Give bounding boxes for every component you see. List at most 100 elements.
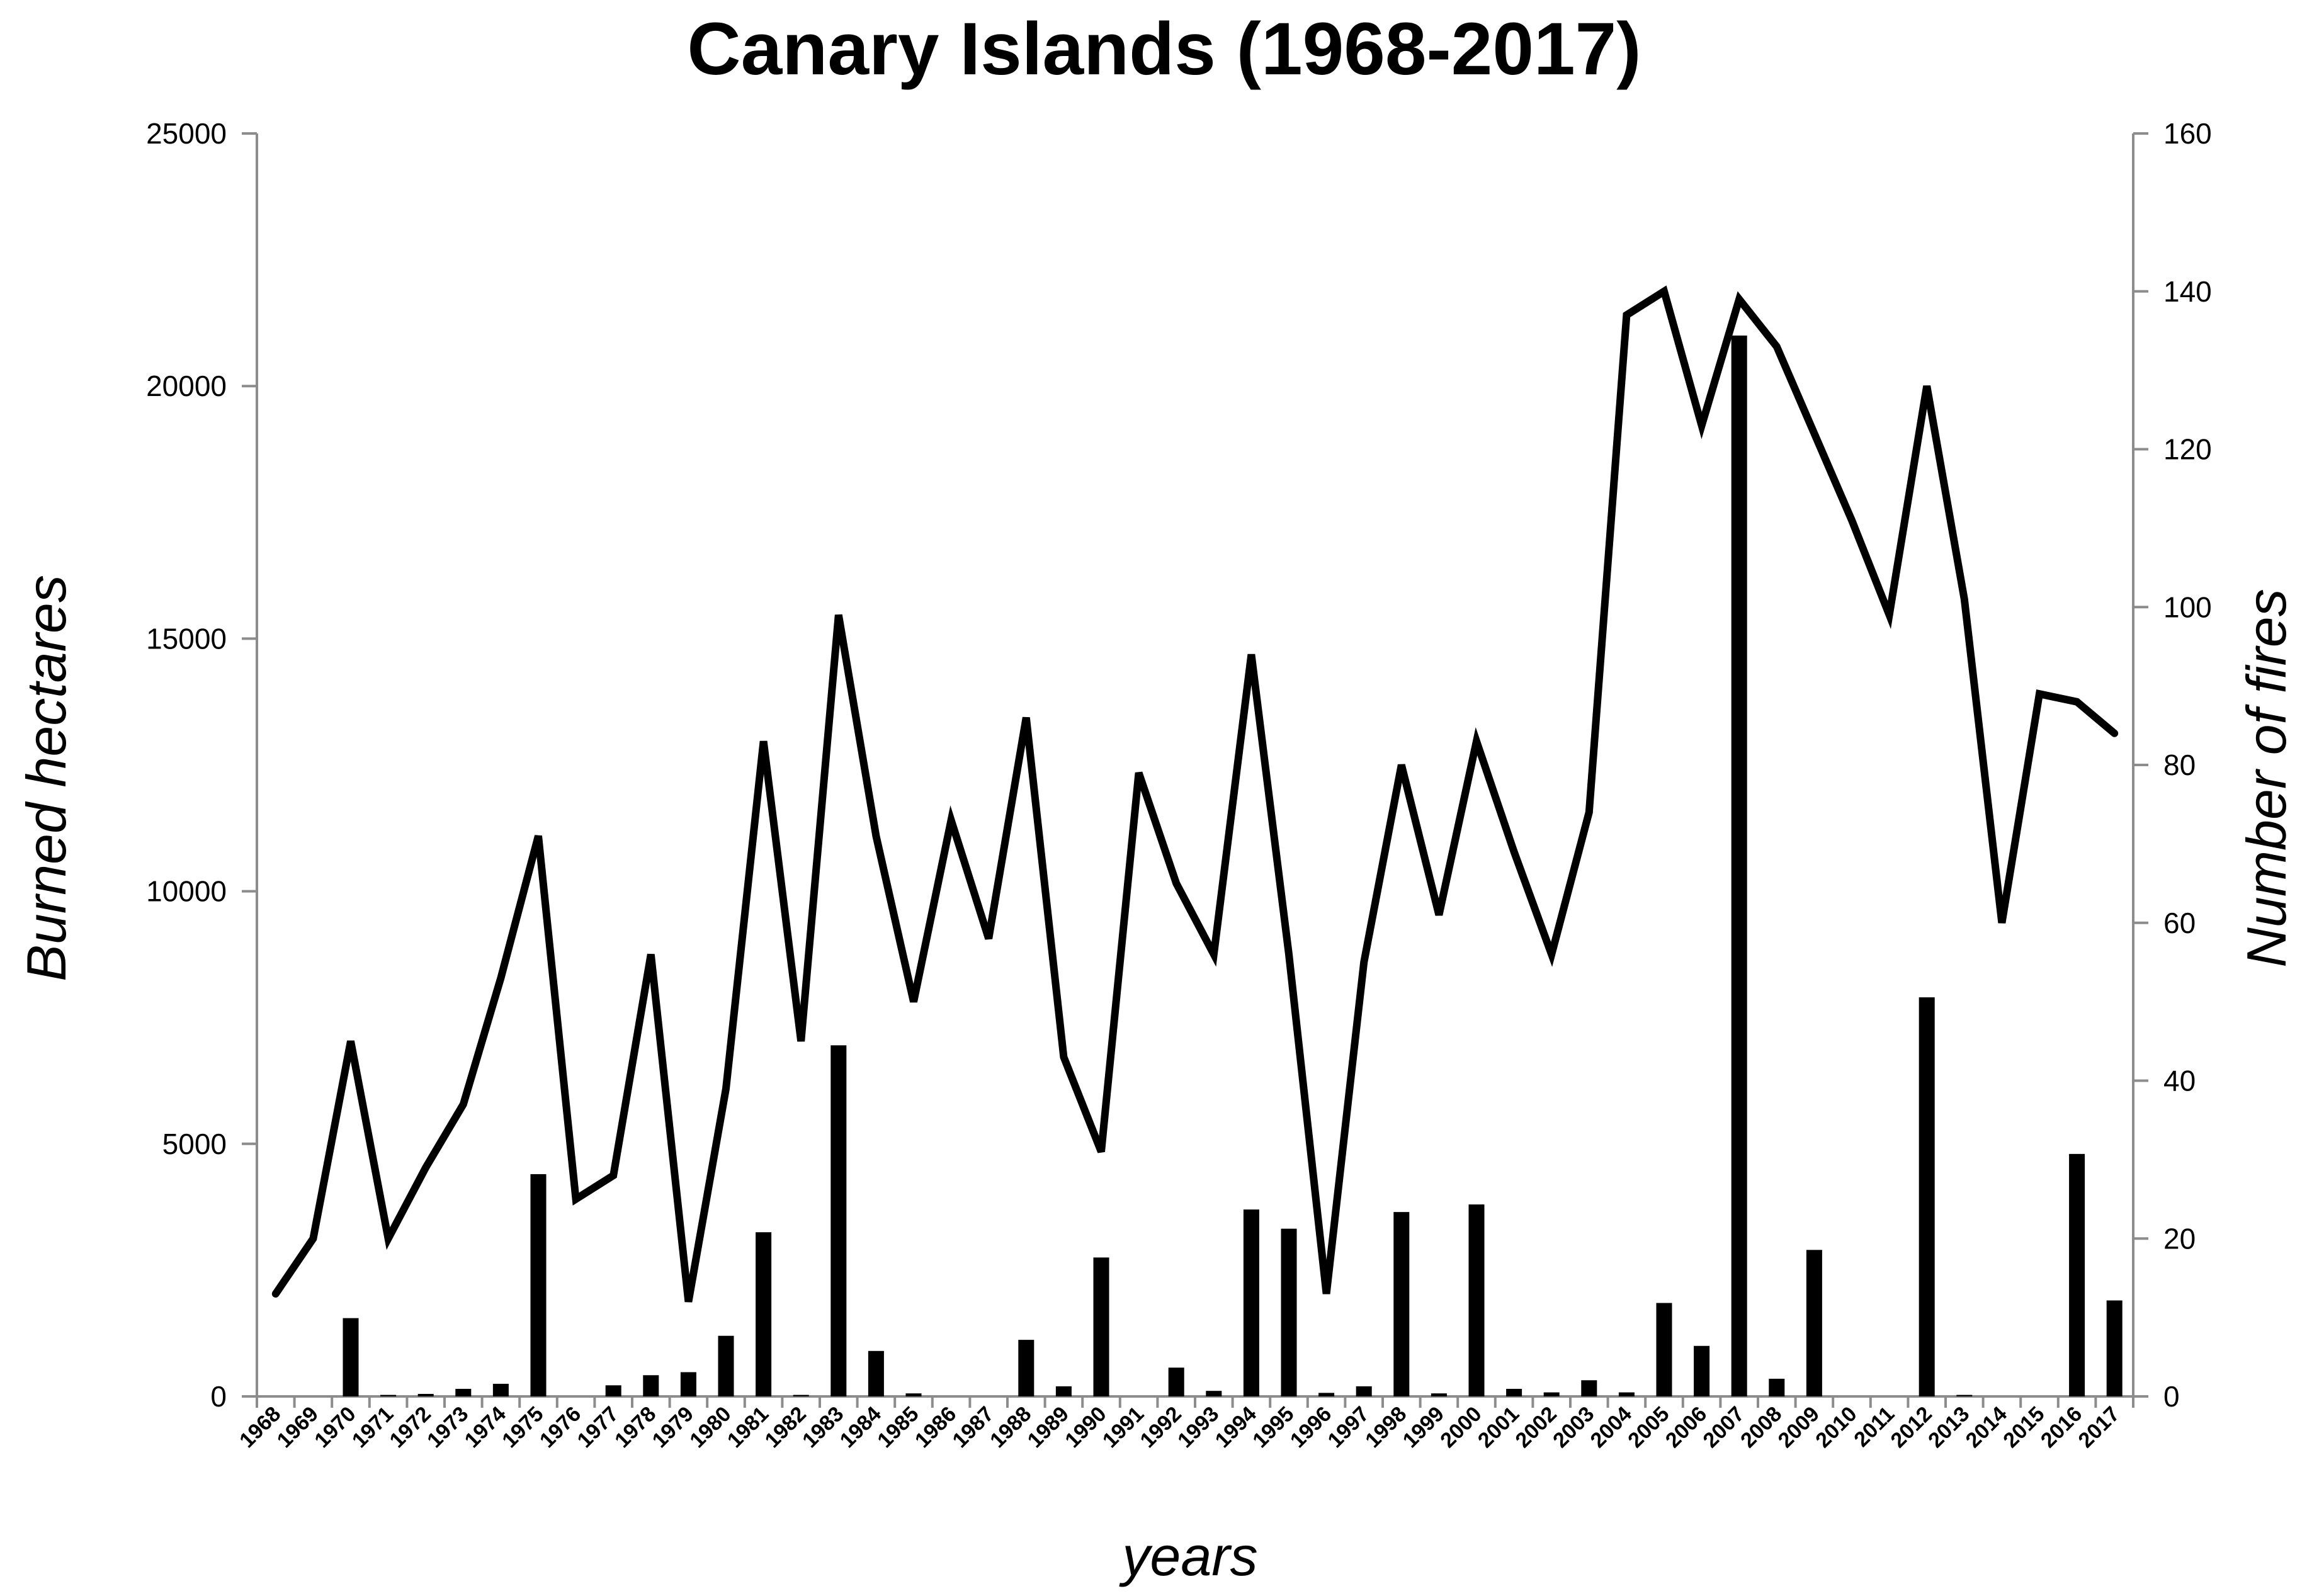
left-axis-title: Burned hectares [15, 575, 77, 982]
x-tick-label: 1971 [348, 1402, 398, 1452]
bar-1983 [830, 1045, 847, 1396]
x-tick-label: 2005 [1623, 1402, 1674, 1452]
number-of-fires-line-group [271, 285, 2119, 1303]
bar-2006 [1694, 1345, 1710, 1396]
right-tick-label: 40 [2163, 1065, 2196, 1097]
x-tick-label: 1968 [235, 1402, 285, 1452]
right-tick-label: 80 [2163, 749, 2196, 781]
bar-2002 [1543, 1392, 1560, 1396]
bar-1998 [1393, 1212, 1410, 1396]
bar-1999 [1431, 1393, 1447, 1396]
bar-2008 [1769, 1378, 1785, 1396]
bar-1975 [530, 1174, 547, 1396]
bar-2001 [1506, 1388, 1522, 1396]
left-tick-label: 0 [210, 1380, 227, 1413]
x-tick-label: 1984 [836, 1402, 886, 1452]
x-tick-label: 1998 [1361, 1402, 1411, 1452]
x-tick-label: 1986 [910, 1402, 961, 1452]
x-tick-label: 1985 [873, 1402, 923, 1452]
right-tick-label: 20 [2163, 1222, 2196, 1255]
left-axis-ticks: 0 5000 10000 15000 20000 25000 [146, 117, 257, 1413]
x-tick-label: 1987 [948, 1402, 999, 1452]
x-tick-label: 2007 [1699, 1402, 1749, 1452]
x-tick-label: 1997 [1324, 1402, 1374, 1452]
bar-1997 [1356, 1386, 1372, 1396]
bar-1988 [1018, 1340, 1034, 1396]
x-tick-label: 1993 [1173, 1402, 1223, 1452]
x-tick-label: 1979 [648, 1402, 698, 1452]
bar-1993 [1206, 1391, 1222, 1396]
x-tick-label: 1996 [1286, 1402, 1336, 1452]
x-tick-label: 2012 [1886, 1402, 1937, 1452]
x-tick-label: 2009 [1774, 1402, 1824, 1452]
x-tick-label: 1975 [497, 1402, 548, 1452]
x-tick-label: 1981 [723, 1402, 773, 1452]
x-tick-label: 1977 [573, 1402, 623, 1452]
bar-1973 [455, 1388, 472, 1396]
x-tick-label: 2002 [1511, 1402, 1562, 1452]
bar-1980 [718, 1335, 734, 1396]
left-tick-label: 15000 [146, 622, 227, 655]
number-of-fires-line [271, 285, 2119, 1303]
left-tick-label: 20000 [146, 370, 227, 402]
right-axis-ticks: 0 20 40 60 80 100 120 140 160 [2133, 117, 2212, 1413]
bar-1990 [1093, 1257, 1109, 1396]
bar-1977 [605, 1385, 621, 1396]
x-tick-label: 1974 [460, 1402, 511, 1452]
right-tick-label: 100 [2163, 591, 2212, 623]
right-tick-label: 160 [2163, 117, 2212, 150]
x-tick-label: 1992 [1136, 1402, 1186, 1452]
x-tick-label: 2006 [1661, 1402, 1711, 1452]
bar-2000 [1468, 1204, 1485, 1396]
bar-1972 [417, 1393, 434, 1396]
bar-1974 [492, 1383, 509, 1396]
bar-1989 [1055, 1386, 1072, 1396]
x-tick-label: 1994 [1211, 1402, 1261, 1452]
left-tick-label: 25000 [146, 117, 227, 150]
x-tick-label: 2008 [1736, 1402, 1786, 1452]
left-tick-label: 5000 [162, 1128, 227, 1160]
bar-2012 [1919, 997, 1935, 1396]
bar-1985 [905, 1393, 922, 1396]
x-tick-label: 1988 [985, 1402, 1036, 1452]
x-tick-label: 1980 [685, 1402, 735, 1452]
bar-2016 [2069, 1153, 2085, 1396]
x-tick-label: 2014 [1961, 1402, 2012, 1452]
x-tick-label: 1982 [761, 1402, 811, 1452]
x-tick-label: 1995 [1248, 1402, 1298, 1452]
bar-2003 [1581, 1380, 1597, 1396]
x-tick-label: 1989 [1023, 1402, 1074, 1452]
x-tick-label: 2016 [2036, 1402, 2087, 1452]
bar-1995 [1281, 1228, 1297, 1396]
x-tick-label: 1969 [273, 1402, 323, 1452]
x-tick-label: 2001 [1473, 1402, 1524, 1452]
x-tick-label: 2017 [2074, 1402, 2124, 1452]
x-tick-label: 1970 [310, 1402, 360, 1452]
x-tick-label: 1976 [535, 1402, 586, 1452]
bar-1994 [1243, 1209, 1259, 1396]
bar-1992 [1168, 1367, 1184, 1396]
x-tick-label: 2003 [1548, 1402, 1599, 1452]
chart-title: Canary Islands (1968-2017) [687, 8, 1641, 91]
x-tick-label: 2010 [1811, 1402, 1861, 1452]
x-tick-label: 1978 [610, 1402, 660, 1452]
bar-1996 [1318, 1393, 1335, 1396]
bar-1982 [793, 1395, 809, 1396]
x-tick-label: 2000 [1436, 1402, 1486, 1452]
bar-2005 [1656, 1303, 1672, 1396]
bar-1979 [680, 1372, 696, 1396]
bar-2013 [1956, 1395, 1973, 1396]
bar-1971 [380, 1395, 397, 1396]
right-tick-label: 60 [2163, 907, 2196, 939]
burned-hectares-bars [343, 335, 2123, 1397]
x-tick-label: 1972 [385, 1402, 436, 1452]
bar-1970 [343, 1318, 359, 1396]
left-tick-label: 10000 [146, 875, 227, 908]
bar-1984 [868, 1350, 884, 1396]
x-tick-label: 1999 [1398, 1402, 1449, 1452]
bar-2009 [1806, 1250, 1822, 1396]
x-tick-label: 1991 [1098, 1402, 1148, 1452]
right-tick-label: 120 [2163, 433, 2212, 466]
bar-2017 [2106, 1300, 2123, 1396]
